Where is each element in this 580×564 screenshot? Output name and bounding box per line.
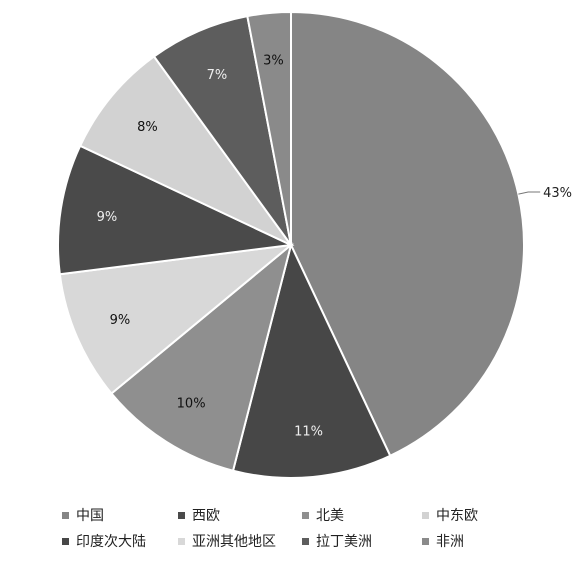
chart-legend: 中国 西欧 北美 中东欧印度次大陆 亚洲其他地区 拉丁美洲 非洲 bbox=[62, 500, 562, 560]
legend-swatch bbox=[302, 537, 309, 545]
pie-slice-1 bbox=[57, 144, 295, 276]
pie-slice-7 bbox=[246, 10, 292, 246]
legend-item-0: 中国 bbox=[62, 504, 104, 526]
legend-swatch bbox=[62, 537, 69, 545]
legend-item-5: 亚洲其他地区 bbox=[178, 530, 276, 552]
data-label-slice-5: 9% bbox=[110, 313, 131, 328]
legend-label: 亚洲其他地区 bbox=[192, 534, 276, 550]
pie-slice-3 bbox=[78, 55, 292, 246]
legend-item-6: 拉丁美洲 bbox=[302, 530, 372, 552]
legend-swatch bbox=[178, 511, 185, 519]
legend-swatch bbox=[62, 511, 69, 519]
legend-item-3: 中东欧 bbox=[422, 504, 478, 526]
leader-line bbox=[518, 191, 541, 195]
pie-slice-2 bbox=[110, 242, 293, 472]
legend-label: 拉丁美洲 bbox=[316, 534, 372, 550]
data-label-slice-1: 9% bbox=[97, 210, 118, 225]
pie-slice-5 bbox=[58, 243, 295, 395]
legend-label: 中东欧 bbox=[436, 508, 478, 524]
legend-swatch bbox=[178, 537, 185, 545]
pie-slice-6 bbox=[152, 14, 292, 246]
pie-chart: 43% 11% 10% 9% 9% 8% 7% 3% bbox=[57, 10, 572, 479]
pie-slices bbox=[57, 10, 525, 479]
legend-item-7: 非洲 bbox=[422, 530, 464, 552]
legend-swatch bbox=[422, 537, 429, 545]
legend-label: 印度次大陆 bbox=[76, 534, 146, 550]
data-label-slice-2: 10% bbox=[177, 396, 206, 411]
legend-label: 中国 bbox=[76, 508, 104, 524]
pie-slice-4 bbox=[231, 242, 392, 479]
data-label-slice-6: 7% bbox=[207, 68, 228, 83]
data-label-slice-0: 43% bbox=[543, 186, 572, 201]
pie-data-labels: 43% 11% 10% 9% 9% 8% 7% 3% bbox=[97, 53, 572, 439]
data-label-slice-4: 11% bbox=[294, 425, 323, 440]
legend-item-4: 印度次大陆 bbox=[62, 530, 146, 552]
data-label-slice-7: 3% bbox=[263, 53, 284, 68]
legend-item-2: 北美 bbox=[302, 504, 344, 526]
legend-label: 西欧 bbox=[192, 508, 220, 524]
data-label-slice-3: 8% bbox=[137, 120, 158, 135]
legend-item-1: 西欧 bbox=[178, 504, 220, 526]
legend-label: 北美 bbox=[316, 508, 344, 524]
legend-swatch bbox=[302, 511, 309, 519]
legend-label: 非洲 bbox=[436, 534, 464, 550]
legend-swatch bbox=[422, 511, 429, 519]
